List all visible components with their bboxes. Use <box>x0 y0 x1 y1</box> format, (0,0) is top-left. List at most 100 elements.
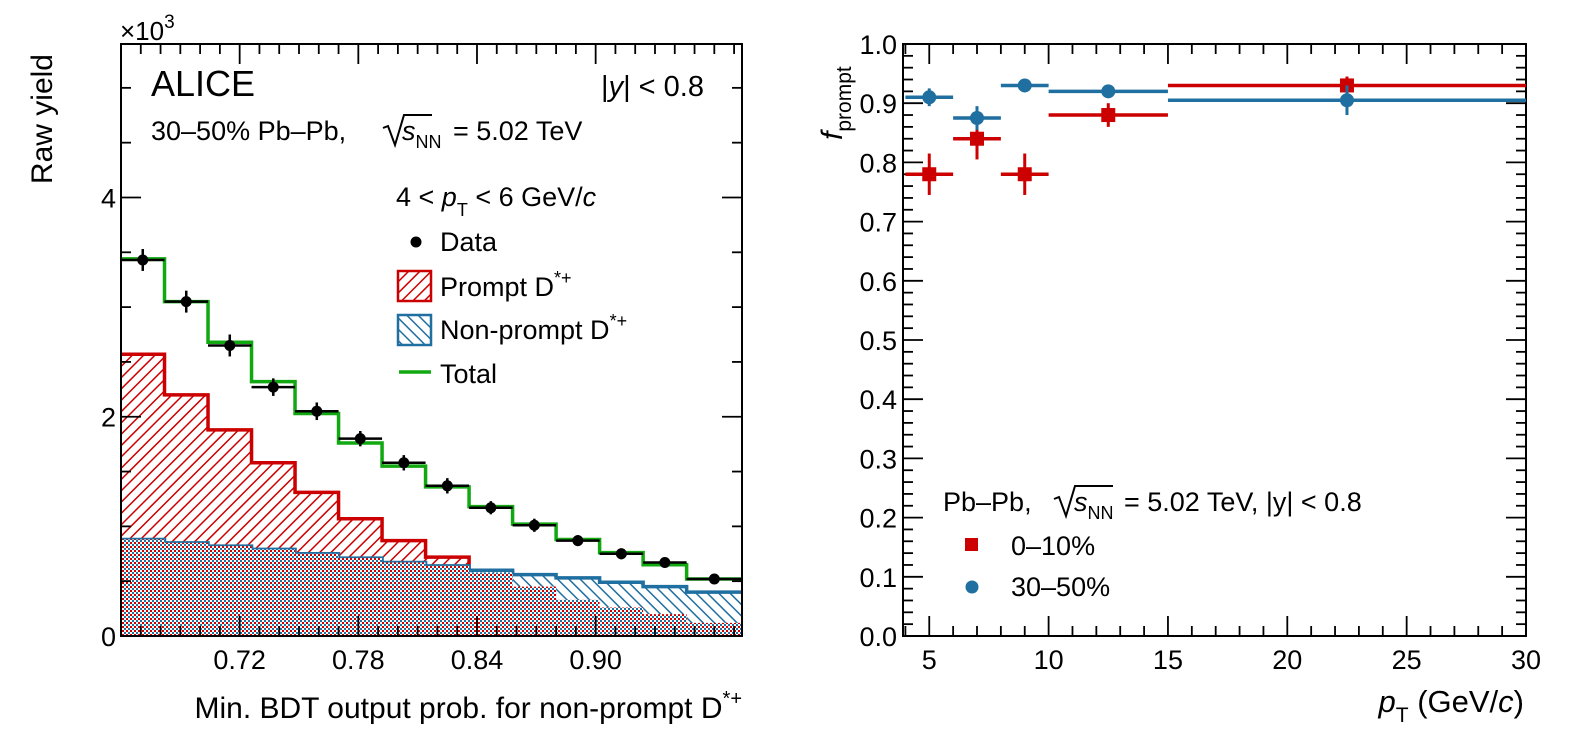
data-point <box>338 430 383 447</box>
square-marker <box>922 167 937 182</box>
legend-0-10-marker <box>965 538 978 551</box>
y-tick-label: 0.9 <box>859 89 897 119</box>
data-point <box>643 557 687 569</box>
data-point <box>121 249 165 271</box>
fprompt-panel: 5 10 15 20 25 30 0.0 0.1 0.2 0.3 0.4 0.5 0.6 0.7 0.8 0.… <box>816 30 1541 727</box>
point-30-50 <box>1167 85 1526 116</box>
data-marker <box>311 405 323 417</box>
overlap-region <box>121 539 742 636</box>
data-marker <box>528 519 540 531</box>
x-tick-label: 0.78 <box>332 645 385 675</box>
circle-marker <box>969 111 984 125</box>
right-y-axis-label: fprompt <box>816 66 856 140</box>
legend-total-label: Total <box>440 359 497 389</box>
data-point <box>599 548 644 560</box>
data-marker <box>180 296 192 308</box>
point-0-10 <box>1048 103 1168 127</box>
sqrt-sign-icon <box>382 114 432 149</box>
data-marker <box>441 480 453 492</box>
point-0-10 <box>1000 153 1049 195</box>
right-axis-ticks: 5 10 15 20 25 30 0.0 0.1 0.2 0.3 0.4 0.5 0.6 0.7 0.8 0.… <box>859 30 1541 675</box>
experiment-label: ALICE <box>151 63 255 104</box>
y-tick-label: 0.8 <box>859 148 897 178</box>
right-x-axis-label: pT (GeV/c) <box>1378 684 1525 727</box>
data-marker <box>572 535 584 547</box>
legend-0-10-label: 0–10% <box>1011 531 1095 561</box>
data-point <box>686 573 742 585</box>
right-sqrt-snn: sNN <box>1074 487 1114 523</box>
y-tick-label: 4 <box>101 183 116 213</box>
y-tick-label: 2 <box>101 403 116 433</box>
data-point <box>425 478 470 494</box>
rapidity-label: |y| < 0.8 <box>601 71 704 103</box>
x-tick-label: 25 <box>1392 645 1422 675</box>
point-30-50 <box>1000 78 1049 93</box>
y-tick-label: 0.3 <box>859 444 897 474</box>
x-tick-label: 0.72 <box>213 645 266 675</box>
x-tick-label: 20 <box>1272 645 1302 675</box>
y-tick-label: 0 <box>101 622 116 652</box>
legend-data-label: Data <box>440 227 498 257</box>
circle-marker <box>1017 78 1032 93</box>
y-tick-label: 0.4 <box>859 385 897 415</box>
point-30-50 <box>905 88 954 107</box>
right-system-label: Pb–Pb, sNN = 5.02 TeV, |y| < 0.8 <box>943 485 1362 523</box>
point-0-10 <box>905 153 954 195</box>
x-tick-label: 15 <box>1153 645 1183 675</box>
legend-left: Data Prompt D*+ Non-prompt D*+ Total <box>396 227 627 389</box>
data-point <box>164 290 209 313</box>
left-axis-ticks: 0.72 0.78 0.84 0.90 0 2 4 <box>101 44 742 675</box>
right-system-energy: = 5.02 TeV, |y| < 0.8 <box>1124 487 1362 517</box>
sqrt-snn: sNN <box>402 116 442 152</box>
system-prefix: 30–50% Pb–Pb, <box>151 116 346 146</box>
left-axes-frame <box>120 43 743 637</box>
x-tick-label: 10 <box>1034 645 1064 675</box>
square-marker <box>1017 167 1032 182</box>
legend-right: 0–10% 30–50% <box>965 531 1110 602</box>
data-point <box>469 501 513 515</box>
x-tick-label: 0.90 <box>569 645 622 675</box>
data-marker <box>398 457 410 469</box>
data-point <box>295 402 339 421</box>
legend-30-50-marker <box>965 580 979 594</box>
data-point <box>512 518 557 532</box>
legend-nonprompt-label: Non-prompt D*+ <box>440 311 627 345</box>
data-point <box>556 535 600 547</box>
bdt-yield-panel: 0.72 0.78 0.84 0.90 0 2 4 Raw yield ×103 Min. … <box>26 12 743 725</box>
legend-nonprompt-swatch <box>396 313 433 347</box>
y-tick-label: 0.7 <box>859 208 897 238</box>
right-system-prefix: Pb–Pb, <box>943 487 1032 517</box>
circle-marker <box>1339 93 1354 108</box>
y-scale-multiplier: ×103 <box>120 12 175 46</box>
legend-data-marker <box>410 236 422 248</box>
fprompt-points <box>905 76 1526 195</box>
square-marker <box>1101 108 1116 123</box>
data-point <box>251 378 296 396</box>
y-tick-label: 0.6 <box>859 267 897 297</box>
sqrt-sign-icon <box>1053 485 1113 520</box>
circle-marker <box>1101 84 1116 99</box>
point-30-50 <box>1048 84 1168 99</box>
data-marker <box>659 557 671 569</box>
square-marker <box>969 131 984 146</box>
x-tick-label: 5 <box>922 645 937 675</box>
data-marker <box>615 548 627 560</box>
data-marker <box>137 254 149 266</box>
y-tick-label: 0.5 <box>859 326 897 356</box>
data-point <box>382 455 426 471</box>
data-marker <box>267 381 279 393</box>
x-tick-label: 0.84 <box>451 645 504 675</box>
left-x-axis-label: Min. BDT output prob. for non-prompt D*+ <box>195 688 743 725</box>
data-points <box>121 249 742 585</box>
pt-range-label: 4 < pT < 6 GeV/c <box>396 182 597 220</box>
legend-prompt-swatch <box>396 269 433 303</box>
overlap-crosshatch-area <box>121 539 742 636</box>
system-label: 30–50% Pb–Pb, sNN = 5.02 TeV <box>151 114 582 152</box>
y-tick-label: 1.0 <box>859 30 897 60</box>
y-tick-label: 0.2 <box>859 504 897 534</box>
data-marker <box>354 433 366 445</box>
data-point <box>208 334 252 357</box>
data-marker <box>485 502 497 514</box>
legend-30-50-label: 30–50% <box>1011 572 1110 602</box>
